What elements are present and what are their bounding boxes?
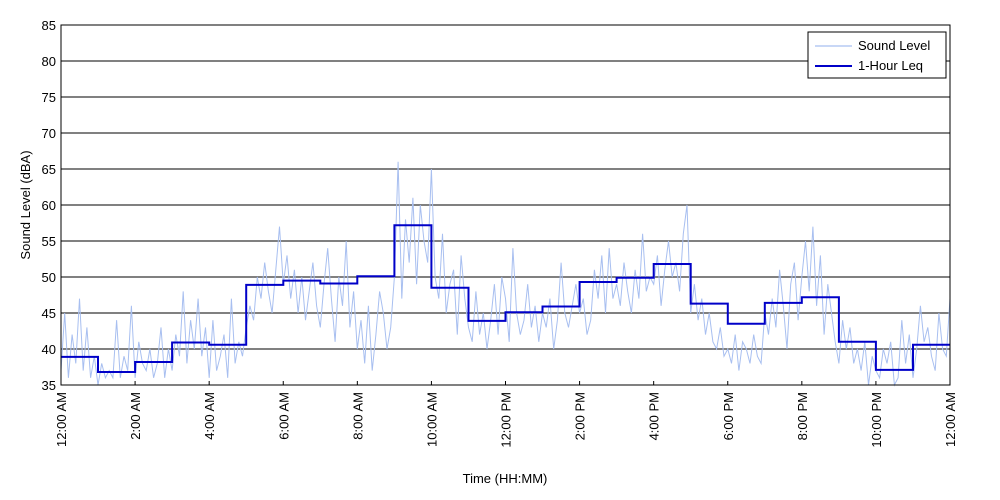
y-tick-label: 40 <box>42 342 56 357</box>
plot-frame <box>60 24 951 386</box>
legend-sound-level-label: Sound Level <box>858 38 930 53</box>
y-axis-ticks: 35 40 45 50 55 60 65 70 75 80 85 <box>42 18 56 393</box>
y-tick-label: 65 <box>42 162 56 177</box>
x-tick-label: 8:00 AM <box>350 392 365 440</box>
x-tick-label: 4:00 AM <box>202 392 217 440</box>
y-tick-label: 35 <box>42 378 56 393</box>
x-axis-label: Time (HH:MM) <box>463 471 548 486</box>
x-tick-label: 6:00 AM <box>276 392 291 440</box>
x-axis-ticks: 12:00 AM 2:00 AM 4:00 AM 6:00 AM 8:00 AM 10:0… <box>54 381 958 448</box>
x-tick-label: 4:00 PM <box>647 392 662 440</box>
legend-hourly-leq-label: 1-Hour Leq <box>858 58 923 73</box>
series-hourly-leq-line <box>61 224 950 373</box>
legend-box <box>807 31 947 79</box>
series-layer <box>60 161 951 387</box>
y-axis-label: Sound Level (dBA) <box>18 150 33 259</box>
x-tick-label: 10:00 PM <box>869 392 884 448</box>
x-tick-label: 2:00 AM <box>128 392 143 440</box>
y-tick-label: 60 <box>42 198 56 213</box>
legend: Sound Level 1-Hour Leq <box>807 31 947 79</box>
x-tick-label: 12:00 AM <box>943 392 958 447</box>
y-tick-label: 75 <box>42 90 56 105</box>
y-tick-label: 70 <box>42 126 56 141</box>
x-tick-label: 12:00 PM <box>499 392 514 448</box>
x-tick-label: 10:00 AM <box>424 392 439 447</box>
x-tick-label: 6:00 PM <box>721 392 736 440</box>
x-tick-label: 2:00 PM <box>573 392 588 440</box>
x-tick-label: 12:00 AM <box>54 392 69 447</box>
x-tick-label: 8:00 PM <box>795 392 810 440</box>
y-tick-label: 45 <box>42 306 56 321</box>
y-tick-label: 55 <box>42 234 56 249</box>
series-sound-level-line <box>60 161 951 387</box>
y-tick-label: 80 <box>42 54 56 69</box>
y-tick-label: 50 <box>42 270 56 285</box>
y-tick-label: 85 <box>42 18 56 33</box>
